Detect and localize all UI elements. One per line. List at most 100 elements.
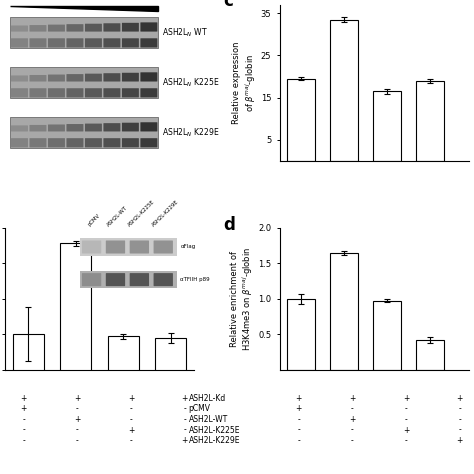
Bar <box>13 334 44 405</box>
Bar <box>10 67 158 99</box>
FancyBboxPatch shape <box>85 73 102 82</box>
Text: c: c <box>223 0 233 10</box>
Text: -: - <box>458 415 461 424</box>
FancyBboxPatch shape <box>103 138 120 147</box>
FancyBboxPatch shape <box>29 75 46 82</box>
Text: -: - <box>183 415 186 424</box>
Text: -: - <box>76 436 79 445</box>
FancyBboxPatch shape <box>66 88 83 98</box>
Text: pCMV: pCMV <box>189 404 210 413</box>
Text: -: - <box>76 426 79 435</box>
Text: -: - <box>183 426 186 435</box>
Bar <box>108 337 138 405</box>
Text: +: + <box>182 436 188 445</box>
Text: -: - <box>297 436 300 445</box>
Text: +: + <box>349 393 356 402</box>
Text: -: - <box>130 436 133 445</box>
Text: -: - <box>22 426 25 435</box>
FancyBboxPatch shape <box>11 75 28 82</box>
Bar <box>287 299 315 370</box>
Text: -: - <box>297 426 300 435</box>
Text: +: + <box>456 393 463 402</box>
Text: +: + <box>295 404 302 413</box>
FancyBboxPatch shape <box>85 38 102 47</box>
Bar <box>10 117 158 148</box>
Bar <box>287 79 315 161</box>
Text: +: + <box>20 393 27 402</box>
FancyBboxPatch shape <box>103 23 120 32</box>
Text: +: + <box>128 393 134 402</box>
Text: ASH2L$_N$ K225E: ASH2L$_N$ K225E <box>162 76 219 89</box>
Bar <box>60 244 91 405</box>
FancyBboxPatch shape <box>122 138 139 147</box>
FancyBboxPatch shape <box>140 73 157 82</box>
Text: -: - <box>351 436 354 445</box>
FancyBboxPatch shape <box>122 123 139 131</box>
FancyBboxPatch shape <box>48 74 65 82</box>
FancyBboxPatch shape <box>48 38 65 47</box>
Text: +: + <box>403 393 409 402</box>
FancyBboxPatch shape <box>11 26 28 32</box>
Text: +: + <box>349 415 356 424</box>
Text: d: d <box>223 217 235 235</box>
Y-axis label: Relative enrichment of
H3K4me3 on $\beta^{maj}$-globin: Relative enrichment of H3K4me3 on $\beta… <box>230 247 255 351</box>
FancyBboxPatch shape <box>85 124 102 131</box>
FancyBboxPatch shape <box>66 24 83 32</box>
FancyBboxPatch shape <box>140 138 157 147</box>
FancyBboxPatch shape <box>29 88 46 98</box>
Text: +: + <box>128 426 134 435</box>
Text: -: - <box>458 426 461 435</box>
FancyBboxPatch shape <box>66 138 83 147</box>
FancyBboxPatch shape <box>103 88 120 98</box>
FancyBboxPatch shape <box>103 123 120 131</box>
Text: +: + <box>403 426 409 435</box>
Text: ASH2L$_N$ K229E: ASH2L$_N$ K229E <box>162 127 219 139</box>
Text: -: - <box>458 404 461 413</box>
Text: -: - <box>351 426 354 435</box>
FancyBboxPatch shape <box>85 138 102 147</box>
Text: -: - <box>405 404 408 413</box>
Text: ASH2L-WT: ASH2L-WT <box>189 415 228 424</box>
FancyBboxPatch shape <box>48 25 65 32</box>
FancyBboxPatch shape <box>66 124 83 131</box>
Text: +: + <box>74 393 81 402</box>
FancyBboxPatch shape <box>29 125 46 131</box>
FancyBboxPatch shape <box>122 38 139 47</box>
FancyBboxPatch shape <box>122 73 139 82</box>
FancyBboxPatch shape <box>29 138 46 147</box>
Bar <box>374 301 401 370</box>
FancyBboxPatch shape <box>48 88 65 98</box>
FancyBboxPatch shape <box>122 23 139 32</box>
Text: -: - <box>130 404 133 413</box>
Text: -: - <box>405 436 408 445</box>
Y-axis label: Relative expression
of $\beta^{maj}$-globin: Relative expression of $\beta^{maj}$-glo… <box>232 42 258 124</box>
Bar <box>417 81 445 161</box>
Bar <box>417 340 445 370</box>
Text: -: - <box>183 404 186 413</box>
FancyBboxPatch shape <box>48 138 65 147</box>
FancyBboxPatch shape <box>85 88 102 98</box>
Text: -: - <box>22 415 25 424</box>
FancyBboxPatch shape <box>140 88 157 98</box>
FancyBboxPatch shape <box>66 38 83 47</box>
Bar <box>10 17 158 48</box>
Bar <box>374 91 401 161</box>
FancyBboxPatch shape <box>140 38 157 47</box>
FancyBboxPatch shape <box>85 24 102 32</box>
FancyBboxPatch shape <box>66 74 83 82</box>
Text: +: + <box>295 393 302 402</box>
FancyBboxPatch shape <box>103 38 120 47</box>
Text: +: + <box>182 393 188 402</box>
Bar <box>330 19 358 161</box>
Text: ASH2L-K229E: ASH2L-K229E <box>189 436 240 445</box>
Bar <box>155 338 186 405</box>
Text: ASH2L$_N$ WT: ASH2L$_N$ WT <box>162 27 208 39</box>
Text: -: - <box>76 404 79 413</box>
Text: -: - <box>351 404 354 413</box>
FancyBboxPatch shape <box>11 88 28 98</box>
Text: +: + <box>456 436 463 445</box>
FancyBboxPatch shape <box>11 138 28 147</box>
Text: -: - <box>405 415 408 424</box>
FancyBboxPatch shape <box>29 38 46 47</box>
FancyBboxPatch shape <box>103 73 120 82</box>
